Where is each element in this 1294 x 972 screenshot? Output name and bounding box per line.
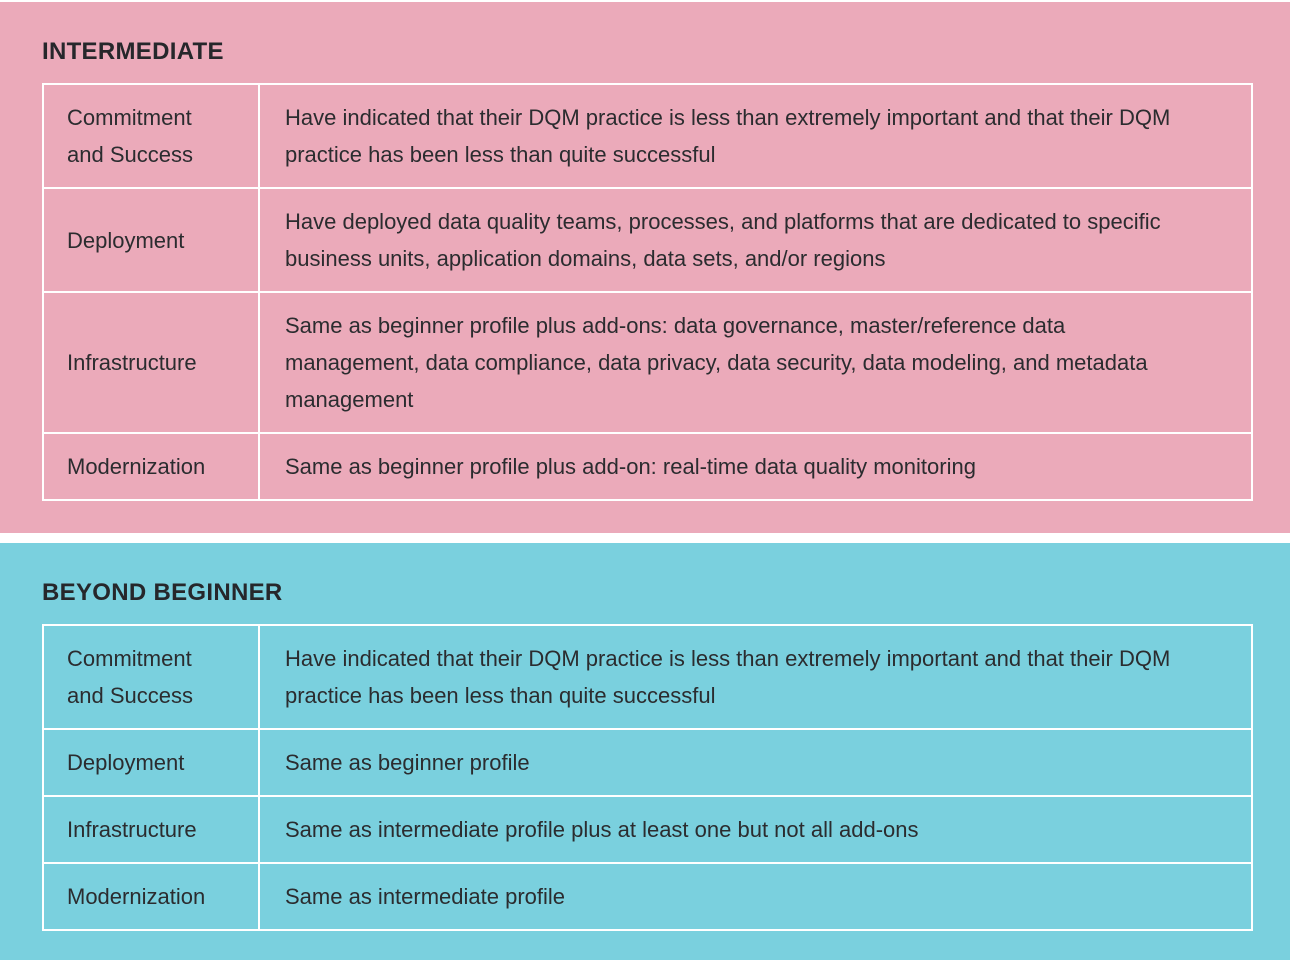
table-row: Infrastructure Same as beginner profile p… — [44, 291, 1251, 432]
row-description-cell: Same as intermediate profile plus at lea… — [285, 817, 919, 842]
row-label-cell: Commitment and Success — [44, 85, 260, 187]
beyond-beginner-profile-table: Commitment and Success Have indicated tha… — [42, 624, 1253, 931]
row-label-cell: Deployment — [44, 730, 260, 795]
row-description-cell: Same as beginner profile plus add-on: re… — [285, 454, 976, 479]
table-row: Deployment Have deployed data quality tea… — [44, 187, 1251, 291]
row-description-cell: Same as intermediate profile — [285, 884, 566, 909]
table-row: Commitment and Success Have indicated tha… — [44, 626, 1251, 728]
table-row: Infrastructure Same as intermediate profi… — [44, 795, 1251, 862]
row-description-cell: Have indicated that their DQM practice i… — [285, 646, 1171, 708]
intermediate-panel: INTERMEDIATE Commitment and Success Have … — [0, 2, 1290, 533]
row-label-cell: Infrastructure — [44, 797, 260, 862]
table-row: Commitment and Success Have indicated tha… — [44, 85, 1251, 187]
row-description-cell: Have deployed data quality teams, proces… — [285, 209, 1161, 271]
table-row: Deployment Same as beginner profile — [44, 728, 1251, 795]
beyond-beginner-panel-title: BEYOND BEGINNER — [42, 579, 283, 606]
row-description-cell: Same as beginner profile — [285, 750, 530, 775]
row-label-cell: Modernization — [44, 864, 260, 929]
intermediate-profile-table: Commitment and Success Have indicated tha… — [42, 83, 1253, 501]
row-description-cell: Have indicated that their DQM practice i… — [285, 105, 1171, 167]
table-row: Modernization Same as beginner profile pl… — [44, 432, 1251, 499]
table-row: Modernization Same as intermediate profil… — [44, 862, 1251, 929]
row-label-cell: Deployment — [44, 189, 260, 291]
beyond-beginner-panel: BEYOND BEGINNER Commitment and Success Ha… — [0, 543, 1290, 960]
row-description-cell: Same as beginner profile plus add-ons: d… — [285, 313, 1148, 412]
row-label-cell: Infrastructure — [44, 293, 260, 432]
intermediate-panel-title: INTERMEDIATE — [42, 38, 224, 65]
row-label-cell: Commitment and Success — [44, 626, 260, 728]
row-label-cell: Modernization — [44, 434, 260, 499]
